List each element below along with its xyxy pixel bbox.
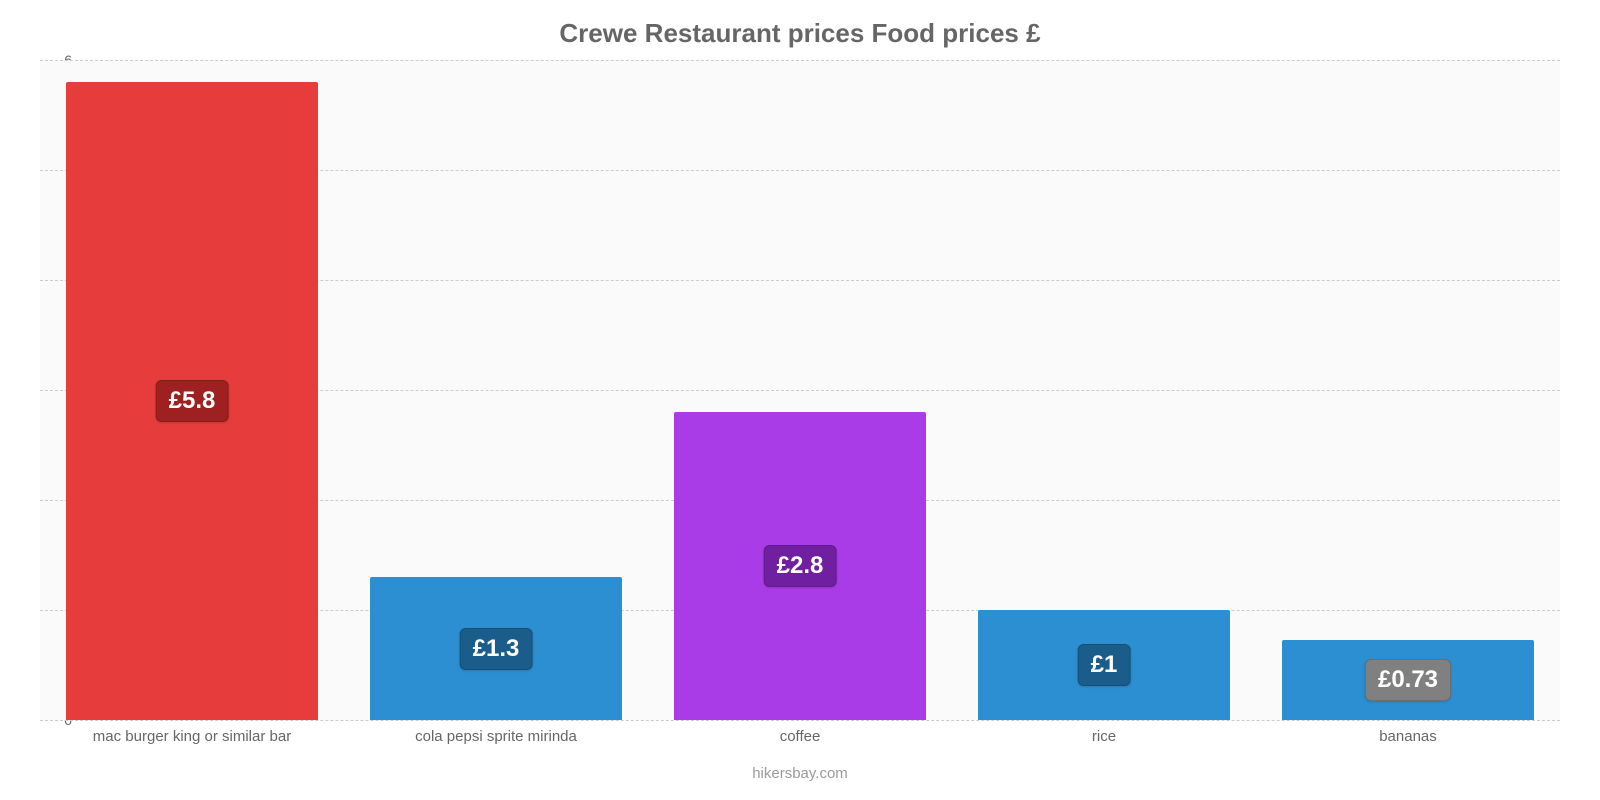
bar-value-label: £5.8 [156,380,229,422]
bar: £5.8 [66,82,318,720]
bar-value-label: £1.3 [460,628,533,670]
bar-value-label: £1 [1078,644,1131,686]
bar-slot: £1 [952,60,1256,720]
bar: £0.73 [1282,640,1534,720]
gridline [40,720,1560,721]
x-tick-label: cola pepsi sprite mirinda [344,722,648,745]
x-tick-label: coffee [648,722,952,745]
bar-slot: £1.3 [344,60,648,720]
bar-slot: £0.73 [1256,60,1560,720]
credit-text: hikersbay.com [0,765,1600,782]
price-bar-chart: Crewe Restaurant prices Food prices £ 01… [0,0,1600,800]
x-axis-labels: mac burger king or similar barcola pepsi… [40,722,1560,745]
bar: £1.3 [370,577,622,720]
bar: £1 [978,610,1230,720]
bar-value-label: £2.8 [764,545,837,587]
x-tick-label: bananas [1256,722,1560,745]
bars-container: £5.8 £1.3 £2.8 £1 £0.73 [40,60,1560,720]
x-tick-label: mac burger king or similar bar [40,722,344,745]
bar: £2.8 [674,412,926,720]
chart-title: Crewe Restaurant prices Food prices £ [0,18,1600,49]
plot-area: £5.8 £1.3 £2.8 £1 £0.73 [40,60,1560,720]
x-tick-label: rice [952,722,1256,745]
bar-slot: £5.8 [40,60,344,720]
bar-slot: £2.8 [648,60,952,720]
bar-value-label: £0.73 [1365,659,1451,701]
